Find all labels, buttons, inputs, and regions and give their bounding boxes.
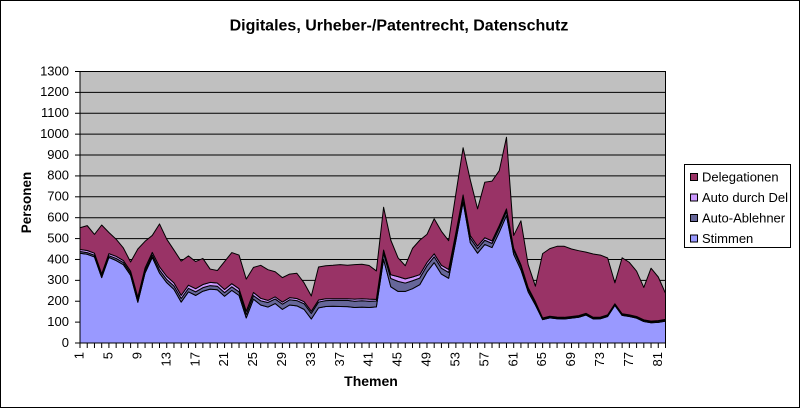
svg-text:400: 400 [47, 251, 69, 266]
svg-text:57: 57 [476, 352, 491, 366]
svg-text:45: 45 [390, 352, 405, 366]
svg-text:1200: 1200 [40, 84, 69, 99]
svg-text:200: 200 [47, 293, 69, 308]
svg-text:500: 500 [47, 230, 69, 245]
svg-text:Themen: Themen [344, 373, 398, 389]
svg-text:Auto-Ablehner: Auto-Ablehner [702, 211, 786, 226]
svg-text:800: 800 [47, 168, 69, 183]
svg-text:1: 1 [72, 352, 87, 359]
svg-text:Personen: Personen [19, 172, 34, 234]
svg-text:37: 37 [332, 352, 347, 366]
svg-text:600: 600 [47, 209, 69, 224]
svg-text:5: 5 [101, 352, 116, 359]
svg-text:0: 0 [62, 335, 69, 350]
svg-text:9: 9 [129, 352, 144, 359]
svg-text:900: 900 [47, 147, 69, 162]
svg-text:Delegationen: Delegationen [702, 170, 779, 185]
svg-text:73: 73 [592, 352, 607, 366]
svg-text:300: 300 [47, 272, 69, 287]
svg-text:13: 13 [158, 352, 173, 366]
svg-text:65: 65 [534, 352, 549, 366]
svg-text:25: 25 [245, 352, 260, 366]
svg-text:41: 41 [361, 352, 376, 366]
svg-text:1100: 1100 [41, 105, 69, 120]
svg-text:Digitales, Urheber-/Patentrech: Digitales, Urheber-/Patentrecht, Datensc… [230, 18, 569, 35]
svg-text:69: 69 [563, 352, 578, 366]
svg-text:33: 33 [303, 352, 318, 366]
svg-text:700: 700 [47, 189, 69, 204]
svg-text:Stimmen: Stimmen [702, 231, 753, 246]
svg-text:53: 53 [447, 352, 462, 366]
svg-text:29: 29 [274, 352, 289, 366]
svg-text:Auto durch Del: Auto durch Del [702, 190, 788, 205]
svg-text:1000: 1000 [40, 126, 69, 141]
svg-text:81: 81 [650, 352, 665, 366]
svg-text:49: 49 [419, 352, 434, 366]
svg-text:1300: 1300 [40, 63, 69, 78]
svg-text:61: 61 [505, 352, 520, 366]
svg-text:77: 77 [621, 352, 636, 366]
svg-text:21: 21 [216, 352, 231, 366]
svg-text:100: 100 [47, 314, 69, 329]
svg-text:17: 17 [187, 352, 202, 366]
